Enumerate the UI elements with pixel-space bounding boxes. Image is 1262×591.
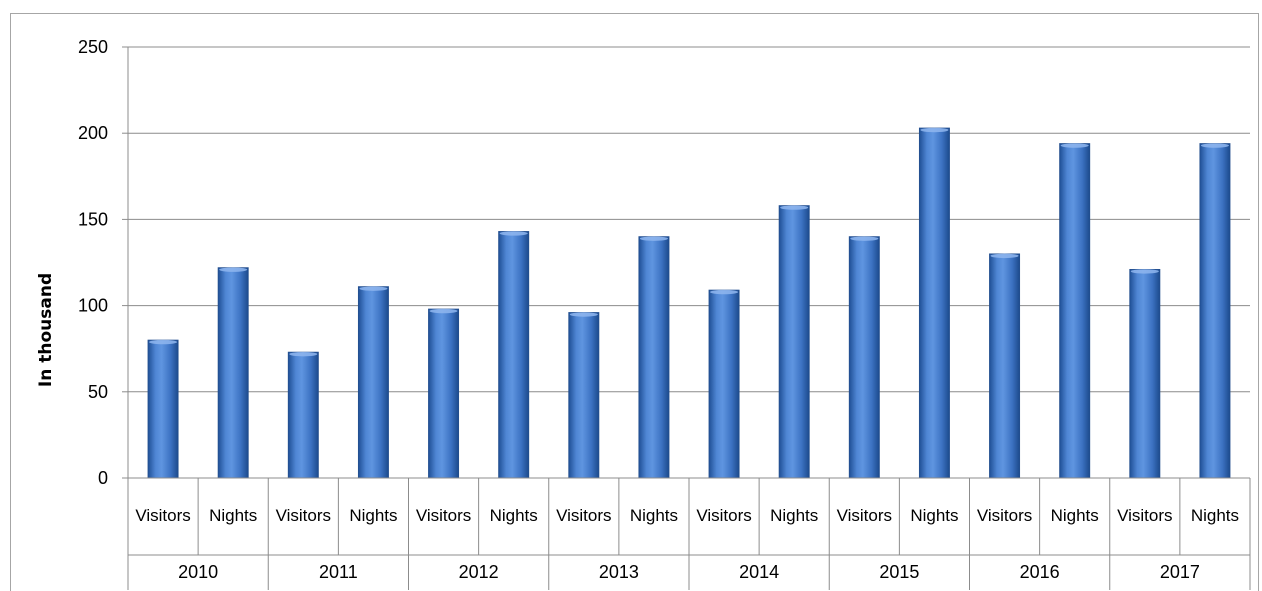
x-category-label-2012-visitors: Visitors [416, 506, 471, 525]
bar-2017-nights [1199, 143, 1231, 479]
x-category-label-2015-nights: Nights [910, 506, 958, 525]
bar-body [1199, 143, 1231, 479]
bar-2010-visitors [147, 339, 179, 479]
x-category-label-2017-nights: Nights [1191, 506, 1239, 525]
bar-top-highlight [1200, 143, 1230, 148]
x-category-label-2011-nights: Nights [349, 506, 397, 525]
bar-2013-visitors [568, 312, 600, 479]
x-category-label-2010-nights: Nights [209, 506, 257, 525]
bar-body [989, 253, 1021, 479]
y-tick-label-200: 200 [78, 123, 108, 143]
bar-top-highlight [1060, 143, 1089, 148]
bar-body [498, 231, 530, 479]
y-tick-label-100: 100 [78, 296, 108, 316]
bar-top-highlight [639, 236, 669, 241]
bar-body [147, 339, 179, 479]
bar-body [1129, 268, 1161, 479]
x-group-label-2011: 2011 [319, 562, 358, 582]
bar-2015-nights [918, 127, 950, 479]
bar-body [428, 308, 460, 479]
bar-body [708, 289, 740, 479]
bar-body [778, 205, 810, 479]
bar-body [918, 127, 950, 479]
x-category-label-2011-visitors: Visitors [276, 506, 331, 525]
bar-2011-visitors [287, 351, 319, 479]
bar-body [1059, 143, 1091, 479]
bar-top-highlight [359, 286, 388, 291]
x-category-label-2013-nights: Nights [630, 506, 678, 525]
bar-top-highlight [219, 267, 248, 272]
bar-body [848, 236, 880, 479]
bar-top-highlight [1130, 269, 1159, 274]
bar-2010-nights [217, 267, 249, 479]
bar-2014-visitors [708, 289, 740, 479]
bar-body [568, 312, 600, 479]
y-tick-label-50: 50 [88, 382, 108, 402]
x-category-label-2014-nights: Nights [770, 506, 818, 525]
bar-top-highlight [499, 231, 528, 236]
bar-2012-visitors [428, 308, 460, 479]
bar-2012-nights [498, 231, 530, 479]
x-category-label-2015-visitors: Visitors [837, 506, 892, 525]
axes: 0 50 100 150 200 250 Visitors Nights 2010 Visitor… [78, 37, 1251, 590]
x-group-label-2016: 2016 [1020, 562, 1060, 582]
bar-2016-visitors [989, 253, 1021, 479]
bar-top-highlight [429, 308, 458, 314]
bar-top-highlight [148, 339, 178, 345]
bar-body [217, 267, 249, 479]
x-category-label-2014-visitors: Visitors [696, 506, 751, 525]
x-category-label-2012-nights: Nights [490, 506, 538, 525]
y-tick-label-0: 0 [98, 468, 108, 488]
bar-top-highlight [289, 351, 318, 357]
bar-2016-nights [1059, 143, 1091, 479]
bar-2017-visitors [1129, 268, 1161, 479]
x-category-label-2016-nights: Nights [1051, 506, 1099, 525]
x-group-label-2015: 2015 [879, 562, 919, 582]
bar-top-highlight [780, 205, 809, 210]
bar-2015-visitors [848, 236, 880, 479]
bar-2011-nights [357, 286, 389, 479]
bar-top-highlight [990, 253, 1019, 259]
y-tick-label-150: 150 [78, 209, 108, 229]
x-group-label-2017: 2017 [1160, 562, 1200, 582]
y-tick-label-250: 250 [78, 37, 108, 57]
x-category-label-2017-visitors: Visitors [1117, 506, 1172, 525]
x-category-label-2013-visitors: Visitors [556, 506, 611, 525]
bar-2013-nights [638, 236, 670, 479]
x-category-label-2016-visitors: Visitors [977, 506, 1032, 525]
bar-top-highlight [920, 127, 949, 133]
bar-top-highlight [850, 236, 879, 241]
bar-body [638, 236, 670, 479]
bars [147, 127, 1231, 479]
bar-body [287, 351, 319, 479]
x-group-label-2010: 2010 [178, 562, 218, 582]
bar-top-highlight [569, 312, 598, 317]
x-group-label-2012: 2012 [459, 562, 499, 582]
bar-2014-nights [778, 205, 810, 479]
x-group-label-2013: 2013 [599, 562, 639, 582]
x-category-label-2010-visitors: Visitors [135, 506, 190, 525]
y-axis-label: In thousand [36, 273, 56, 387]
bar-body [357, 286, 389, 479]
bar-top-highlight [709, 289, 739, 295]
x-group-label-2014: 2014 [739, 562, 779, 582]
